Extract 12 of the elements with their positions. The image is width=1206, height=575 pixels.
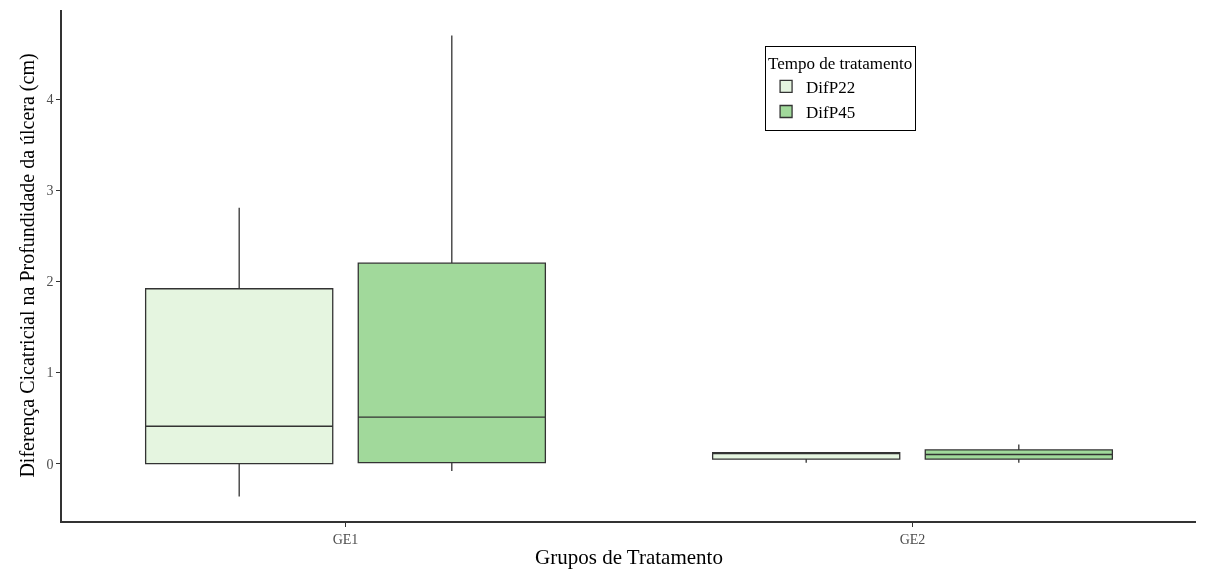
y-tick-label: 2: [46, 274, 54, 290]
x-axis-title: Grupos de Tratamento: [535, 545, 723, 570]
y-tick-label: 4: [46, 92, 54, 108]
y-axis-title: Diferença Cicatricial na Profundidade da úlcera (cm): [16, 53, 40, 478]
legend-label: DifP45: [806, 103, 856, 123]
y-tick-label: 0: [46, 456, 54, 472]
y-tick-label: 3: [46, 183, 54, 199]
x-tick-label: GE1: [332, 531, 359, 547]
y-tick-label: 1: [46, 365, 54, 381]
legend-title: Tempo de tratamento: [768, 53, 913, 73]
x-tick-label: GE2: [899, 531, 926, 547]
legend-label: DifP22: [806, 78, 856, 98]
